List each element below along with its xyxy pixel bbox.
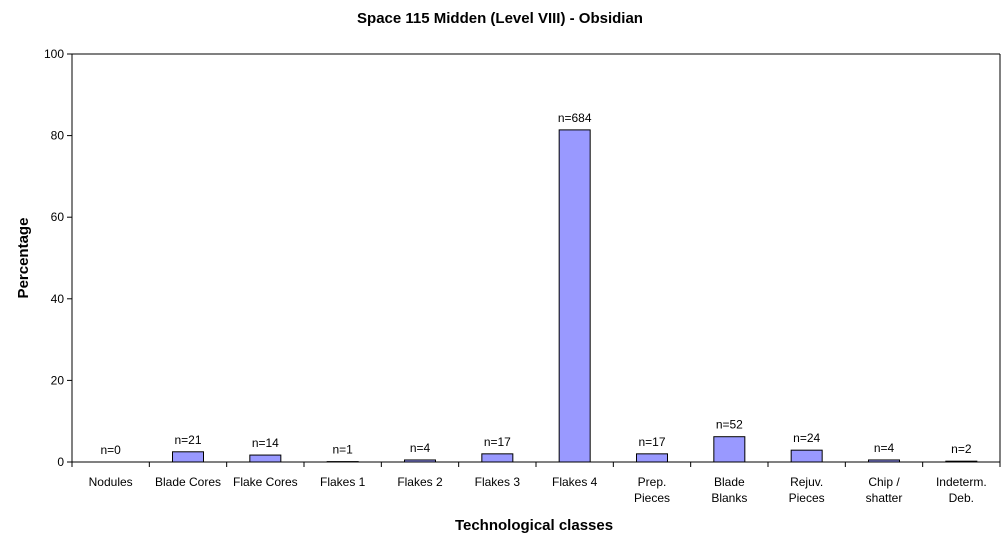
data-label: n=17 bbox=[484, 435, 511, 449]
bar bbox=[713, 436, 746, 463]
y-tick-label: 100 bbox=[44, 47, 64, 61]
data-label: n=2 bbox=[951, 442, 972, 456]
data-label: n=14 bbox=[252, 436, 279, 450]
x-category-label: shatter bbox=[866, 491, 903, 505]
data-label: n=1 bbox=[332, 443, 353, 457]
x-category-label: Deb. bbox=[949, 491, 974, 505]
x-category-label: Flakes 3 bbox=[475, 475, 521, 489]
data-label: n=4 bbox=[874, 441, 895, 455]
data-label: n=0 bbox=[100, 443, 121, 457]
bar bbox=[558, 129, 591, 463]
data-label: n=24 bbox=[793, 431, 820, 445]
data-label: n=21 bbox=[174, 433, 201, 447]
data-label: n=4 bbox=[410, 441, 431, 455]
y-tick-label: 80 bbox=[51, 129, 65, 143]
x-category-label: Indeterm. bbox=[936, 475, 987, 489]
x-category-label: Blanks bbox=[711, 491, 747, 505]
y-tick-label: 40 bbox=[51, 292, 65, 306]
x-category-label: Flake Cores bbox=[233, 475, 298, 489]
bar bbox=[945, 460, 978, 463]
data-label: n=684 bbox=[558, 111, 592, 125]
x-axis-title: Technological classes bbox=[455, 517, 613, 534]
x-category-label: Rejuv. bbox=[790, 475, 823, 489]
bar bbox=[790, 449, 823, 463]
x-category-label: Nodules bbox=[89, 475, 133, 489]
x-category-label: Pieces bbox=[634, 491, 670, 505]
y-tick-label: 0 bbox=[57, 455, 64, 469]
bar bbox=[868, 459, 900, 463]
plot-area: 0 20 40 60 80 100 n=0 Nodules n=21 Blade Cores n=1… bbox=[44, 47, 1001, 505]
data-label: n=52 bbox=[716, 418, 743, 432]
data-label: n=17 bbox=[638, 435, 665, 449]
bar bbox=[636, 453, 668, 463]
x-category-label: Flakes 4 bbox=[552, 475, 598, 489]
bar bbox=[249, 454, 282, 463]
x-category-label: Flakes 2 bbox=[397, 475, 443, 489]
bar bbox=[404, 459, 436, 463]
bar bbox=[172, 451, 204, 463]
x-category-label: Prep. bbox=[638, 475, 667, 489]
x-category-label: Blade Cores bbox=[155, 475, 221, 489]
x-category-label: Chip / bbox=[868, 475, 900, 489]
x-category-label: Pieces bbox=[789, 491, 825, 505]
y-axis-title: Percentage bbox=[15, 218, 32, 299]
y-tick-label: 20 bbox=[51, 373, 65, 387]
x-category-label: Blade bbox=[714, 475, 745, 489]
y-tick-label: 60 bbox=[51, 210, 65, 224]
chart-title: Space 115 Midden (Level VIII) - Obsidian bbox=[357, 10, 643, 27]
x-category-label: Flakes 1 bbox=[320, 475, 366, 489]
bar bbox=[481, 453, 514, 463]
